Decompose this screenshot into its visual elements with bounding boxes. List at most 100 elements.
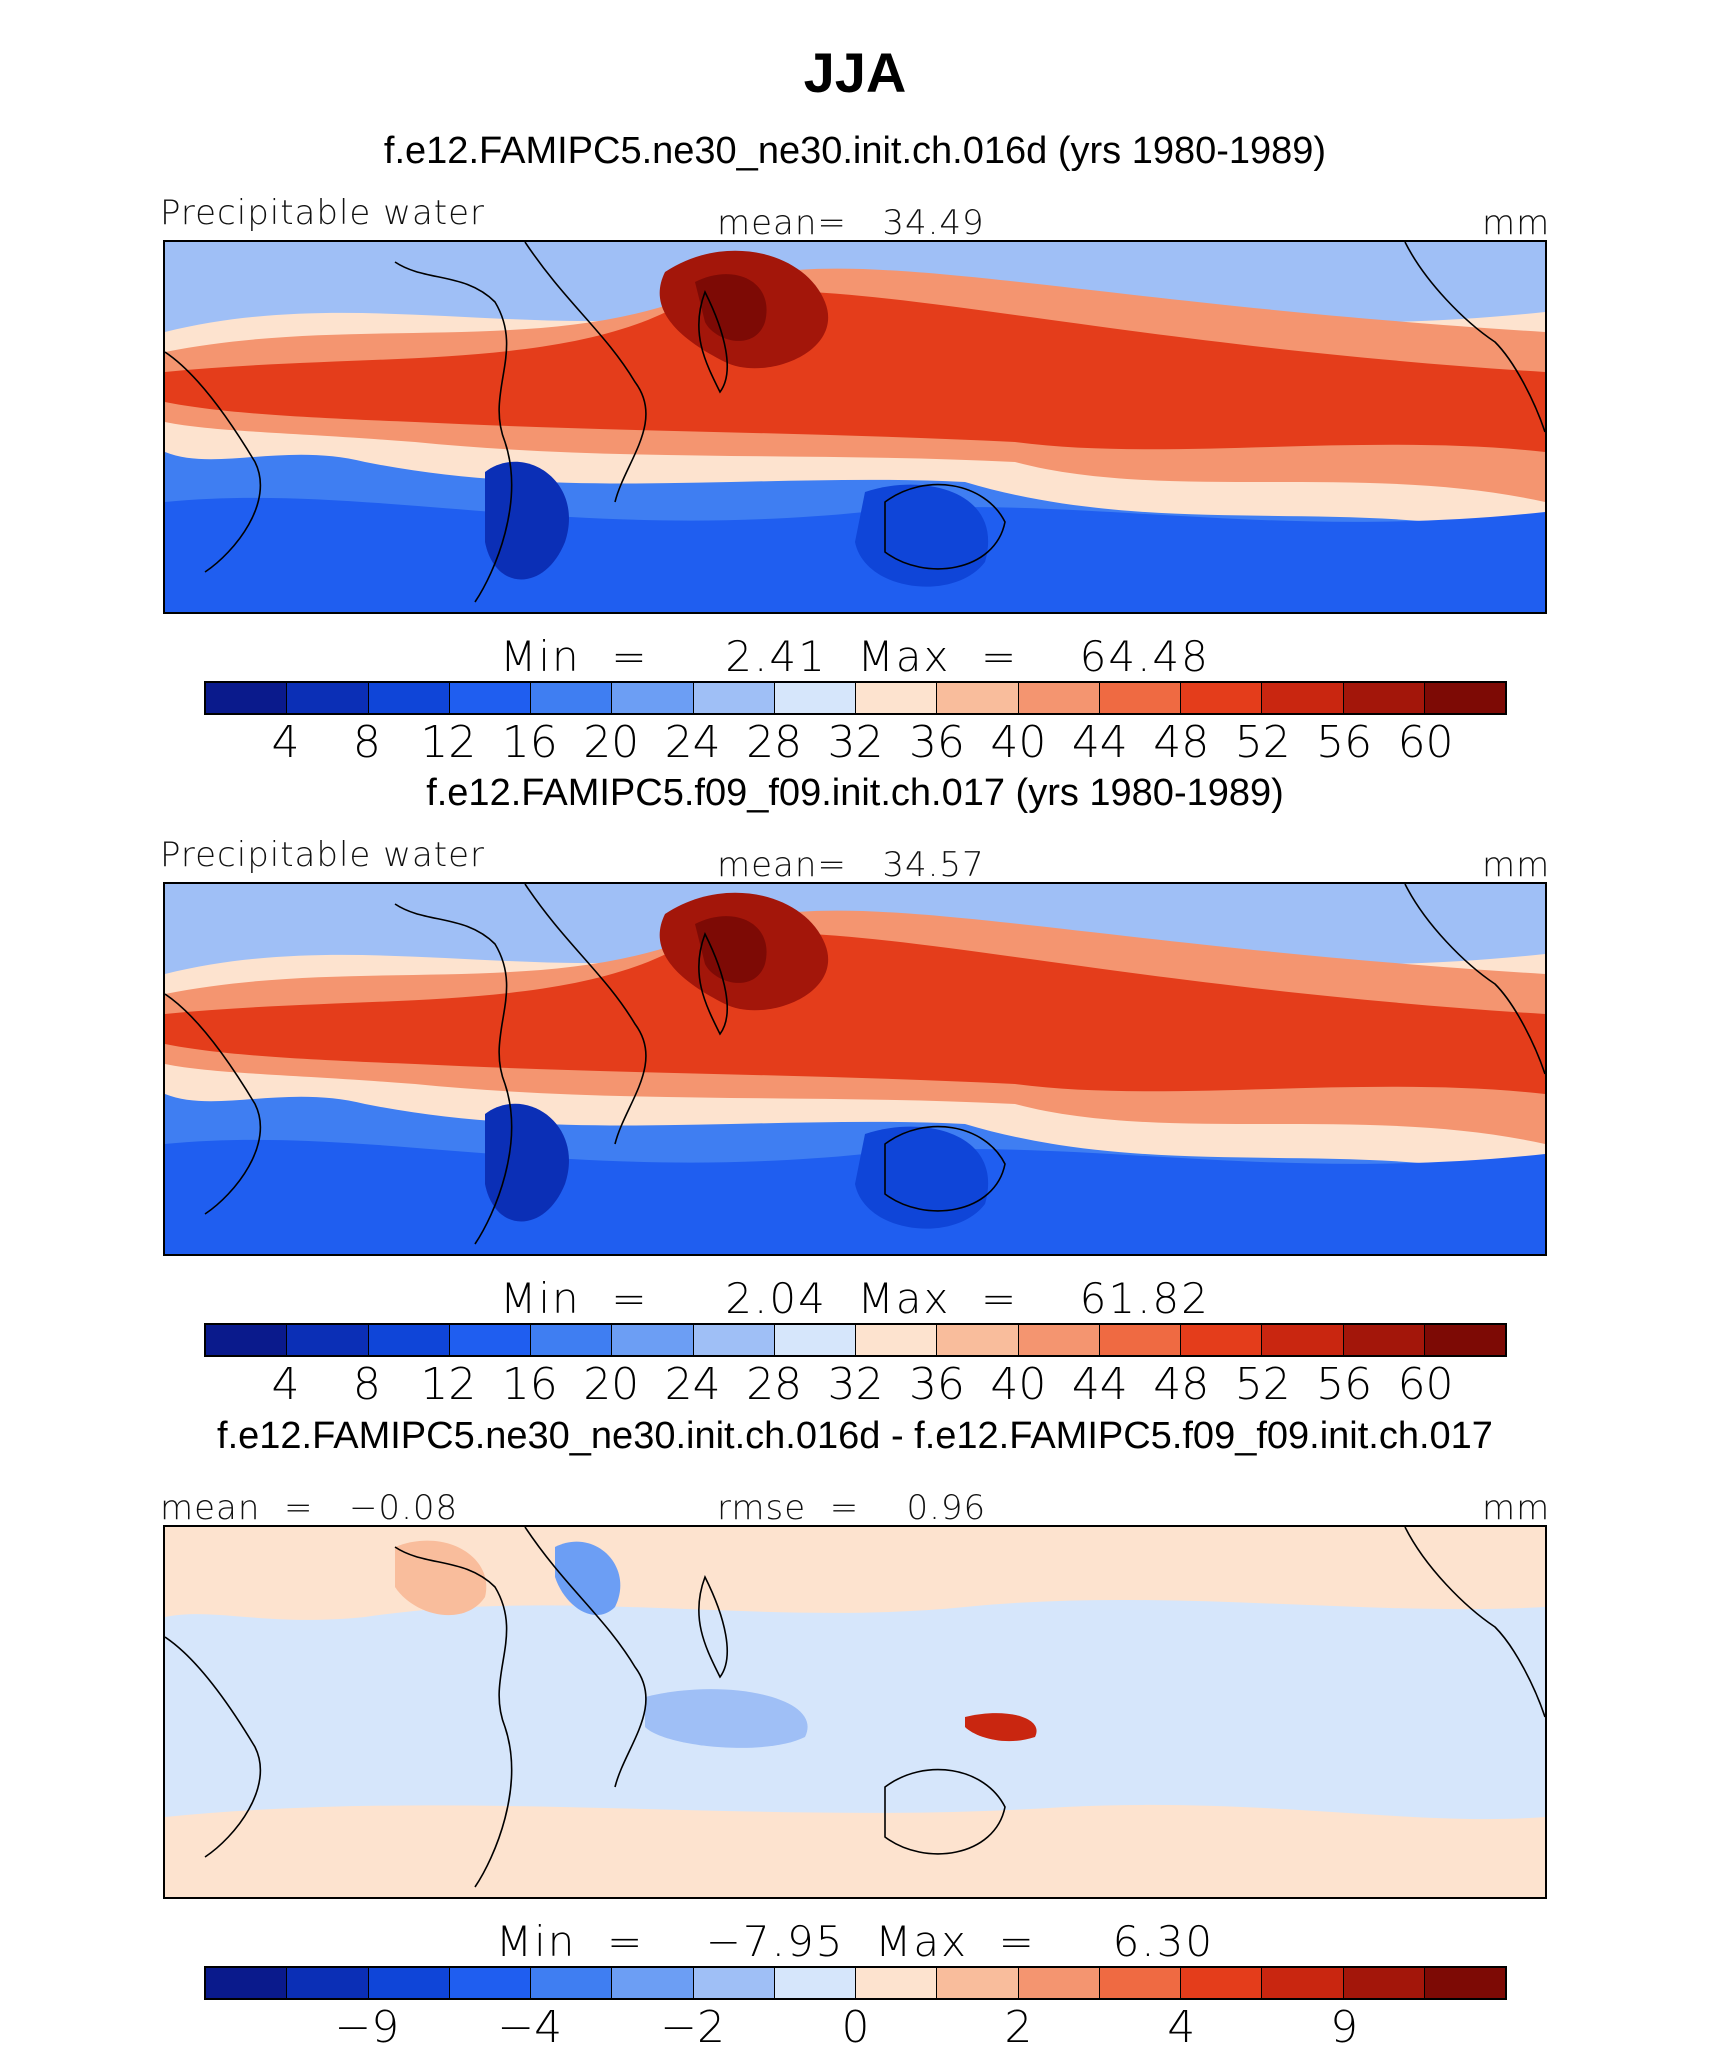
colorbar-tick-label: 24 [664, 1359, 721, 1410]
colorbar-swatch [856, 1968, 938, 1998]
colorbar-tick-label: 4 [271, 717, 300, 768]
colorbar-swatch [1262, 1325, 1344, 1355]
colorbar-swatch [937, 1968, 1019, 1998]
colorbar-swatch [1343, 1968, 1425, 1998]
coastline [1404, 242, 1545, 433]
coastline [394, 1546, 513, 1888]
colorbar-swatch [1018, 1325, 1100, 1355]
colorbar-swatch [206, 683, 288, 713]
panel-title: f.e12.FAMIPC5.ne30_ne30.init.ch.016d - f… [217, 1415, 1493, 1457]
colorbar-ticks: −9 −4 −2 0 2 4 9 [204, 2002, 1507, 2053]
field-band [855, 484, 989, 587]
panel-title: f.e12.FAMIPC5.f09_f09.init.ch.017 (yrs 1… [426, 772, 1284, 814]
colorbar-swatch [1424, 1968, 1505, 1998]
colorbar-swatch [774, 1968, 856, 1998]
colorbar-tick-label: 8 [352, 717, 381, 768]
colorbar-tick-label: 9 [1330, 2002, 1359, 2053]
field-band [395, 1540, 487, 1616]
coastline [165, 1636, 262, 1858]
colorbar-swatch [1343, 683, 1425, 713]
colorbar-swatch [1099, 1325, 1181, 1355]
min-max-label: Min = −7.95 Max = 6.30 [495, 1917, 1215, 1966]
colorbar-tick-label: 36 [908, 717, 965, 768]
colorbar-tick-label: 8 [352, 1359, 381, 1410]
colorbar-ticks: 4 8 12 16 20 24 28 32 36 40 44 48 52 56 60 [204, 1359, 1507, 1410]
colorbar-swatch [1343, 1325, 1425, 1355]
colorbar [204, 1966, 1507, 2000]
coastline [698, 289, 728, 394]
colorbar-tick-label: 56 [1316, 1359, 1373, 1410]
map-field [165, 884, 1545, 1254]
colorbar-swatch [1181, 683, 1263, 713]
colorbar-swatch [449, 1968, 531, 1998]
colorbar-tick-label: 56 [1316, 717, 1373, 768]
colorbar-swatch [368, 1325, 450, 1355]
field-band [485, 461, 569, 580]
colorbar [204, 1323, 1507, 1357]
colorbar-swatch [449, 683, 531, 713]
colorbar-swatch [1018, 683, 1100, 713]
colorbar-tick-label: 52 [1234, 717, 1291, 768]
colorbar-swatch [693, 683, 775, 713]
colorbar-tick-label: −9 [334, 2002, 400, 2053]
colorbar-tick-label: 20 [583, 1359, 640, 1410]
colorbar-swatch [368, 1968, 450, 1998]
colorbar-swatch [287, 683, 369, 713]
coastline [394, 261, 513, 603]
colorbar-swatch [612, 1968, 694, 1998]
colorbar-swatch [1181, 1325, 1263, 1355]
colorbar-tick-label: 16 [501, 1359, 558, 1410]
colorbar-tick-label: 60 [1397, 1359, 1454, 1410]
colorbar-swatch [531, 683, 613, 713]
mean-label: mean= 34.57 [717, 845, 985, 885]
coastline [165, 351, 262, 573]
colorbar-swatch [1099, 1968, 1181, 1998]
coastline [698, 931, 728, 1036]
colorbar-tick-label: 4 [1167, 2002, 1196, 2053]
colorbar-tick-label: 52 [1234, 1359, 1291, 1410]
field-band [485, 1103, 569, 1222]
rmse-label: rmse = 0.96 [717, 1488, 987, 1528]
variable-label: Precipitable water [160, 835, 486, 875]
min-max-label: Min = 2.04 Max = 61.82 [500, 1274, 1210, 1323]
colorbar-swatch [612, 683, 694, 713]
coastline [165, 993, 262, 1215]
field-band [695, 916, 767, 983]
colorbar-tick-label: 28 [746, 717, 803, 768]
colorbar-tick-label: −2 [660, 2002, 726, 2053]
colorbar-swatch [774, 1325, 856, 1355]
coastline [884, 1768, 1006, 1855]
colorbar-tick-label: 44 [1071, 1359, 1128, 1410]
field-band [165, 933, 1545, 1094]
colorbar-tick-label: 48 [1153, 717, 1210, 768]
colorbar-tick-label: 28 [746, 1359, 803, 1410]
colorbar-swatch [1018, 1968, 1100, 1998]
colorbar-swatch [937, 1325, 1019, 1355]
colorbar-swatch [1262, 683, 1344, 713]
colorbar-swatch [774, 683, 856, 713]
coastline [884, 1125, 1006, 1212]
colorbar-swatch [693, 1968, 775, 1998]
colorbar-tick-label: 40 [990, 1359, 1047, 1410]
map-plot [163, 882, 1547, 1256]
coastline [524, 884, 647, 1145]
colorbar-swatch [1424, 1325, 1505, 1355]
field-band [555, 1541, 621, 1616]
colorbar-swatch [1424, 683, 1505, 713]
colorbar-tick-label: 16 [501, 717, 558, 768]
coastline [884, 483, 1006, 570]
colorbar-swatch [1181, 1968, 1263, 1998]
colorbar-tick-label: 24 [664, 717, 721, 768]
colorbar-tick-label: 0 [841, 2002, 870, 2053]
colorbar-tick-label: 2 [1004, 2002, 1033, 2053]
colorbar-swatch [937, 683, 1019, 713]
colorbar-swatch [449, 1325, 531, 1355]
variable-label: Precipitable water [160, 193, 486, 233]
min-max-label: Min = 2.41 Max = 64.48 [500, 632, 1210, 681]
colorbar-swatch [612, 1325, 694, 1355]
colorbar-swatch [287, 1325, 369, 1355]
colorbar-tick-label: −4 [497, 2002, 563, 2053]
colorbar-tick-label: 32 [827, 1359, 884, 1410]
field-band [165, 1527, 1545, 1620]
colorbar-swatch [856, 683, 938, 713]
